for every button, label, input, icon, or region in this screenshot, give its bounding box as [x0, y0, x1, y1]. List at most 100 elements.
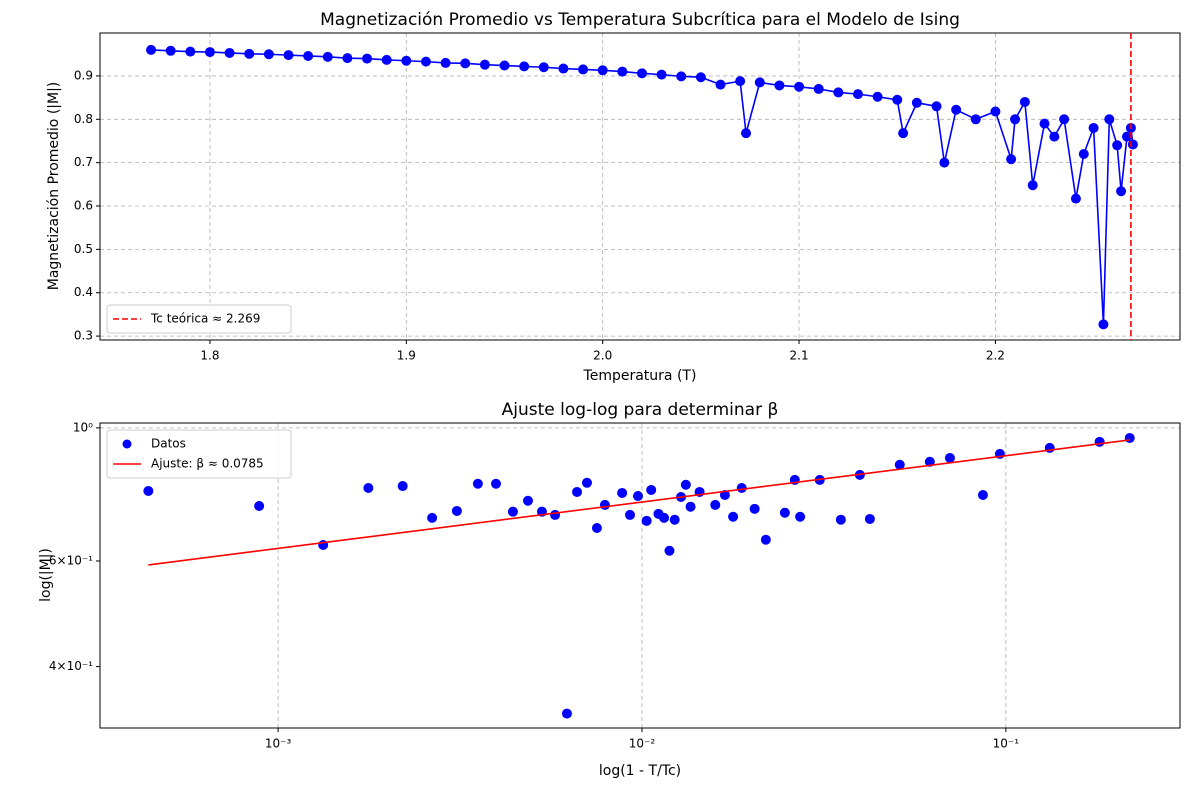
data-point: [685, 501, 696, 512]
data-point: [990, 106, 1001, 117]
legend-marker: [122, 439, 132, 449]
data-point: [591, 522, 602, 533]
x-axis-label: log(1 - T/Tc): [599, 763, 681, 779]
chart-title: Ajuste log-log para determinar β: [502, 400, 779, 420]
data-point: [894, 459, 905, 470]
data-point: [641, 515, 652, 526]
data-point: [1049, 131, 1060, 142]
data-point: [741, 128, 752, 139]
legend-box: [106, 429, 292, 479]
data-point: [911, 97, 922, 108]
data-point: [664, 545, 675, 556]
y-axis-label: Magnetización Promedio (|M|): [46, 82, 62, 291]
data-point: [254, 500, 265, 511]
data-point: [813, 83, 824, 94]
data-point: [451, 505, 462, 516]
data-point: [632, 490, 643, 501]
data-point: [143, 485, 154, 496]
data-point: [460, 58, 471, 69]
data-point: [1124, 432, 1135, 443]
data-point: [795, 511, 806, 522]
data-point: [397, 481, 408, 492]
legend-label: Ajuste: β ≈ 0.0785: [151, 457, 264, 471]
data-point: [892, 94, 903, 105]
data-point: [617, 487, 628, 498]
data-point: [1010, 114, 1021, 125]
data-point: [1019, 96, 1030, 107]
data-point: [760, 534, 771, 545]
y-axis-label: log(|M|): [38, 548, 54, 602]
data-point: [676, 71, 687, 82]
data-point: [522, 495, 533, 506]
legend-label: Datos: [151, 437, 186, 451]
data-point: [1127, 139, 1138, 150]
data-point: [669, 514, 680, 525]
data-point: [864, 513, 875, 524]
data-point: [165, 45, 176, 56]
data-point: [1094, 436, 1105, 447]
data-point: [362, 53, 373, 64]
data-point: [728, 511, 739, 522]
data-point: [440, 57, 451, 68]
data-point: [872, 91, 883, 102]
y-tick-label: 0.9: [74, 68, 93, 82]
data-point: [381, 54, 392, 65]
data-point: [636, 68, 647, 79]
data-point: [1104, 114, 1115, 125]
data-point: [599, 499, 610, 510]
data-point: [735, 76, 746, 87]
data-point: [146, 44, 157, 55]
y-tick-label: 6×10⁻¹: [49, 553, 93, 567]
data-point: [779, 507, 790, 518]
data-point: [1088, 122, 1099, 133]
y-tick-label: 4×10⁻¹: [49, 659, 93, 673]
x-tick-label: 10⁻²: [629, 737, 656, 751]
data-point: [578, 64, 589, 75]
data-point: [736, 482, 747, 493]
data-point: [1121, 131, 1132, 142]
data-point: [244, 48, 255, 59]
data-point: [561, 708, 572, 719]
data-point: [833, 87, 844, 98]
data-point: [794, 81, 805, 92]
data-point: [572, 486, 583, 497]
data-line: [148, 439, 1130, 566]
data-point: [490, 478, 501, 489]
x-tick-label: 1.8: [200, 349, 219, 363]
data-point: [695, 72, 706, 83]
data-point: [472, 478, 483, 489]
chart-title: Magnetización Promedio vs Temperatura Su…: [320, 10, 960, 30]
data-point: [625, 509, 636, 520]
data-point: [749, 503, 760, 514]
data-point: [499, 60, 510, 71]
data-point: [322, 51, 333, 62]
data-point: [970, 114, 981, 125]
y-tick-label: 0.6: [74, 199, 93, 213]
data-point: [581, 477, 592, 488]
data-point: [224, 47, 235, 58]
data-point: [754, 77, 765, 88]
data-point: [420, 56, 431, 67]
y-tick-label: 10⁰: [73, 420, 93, 434]
data-point: [656, 69, 667, 80]
data-point: [519, 61, 530, 72]
data-line: [151, 49, 1134, 325]
data-point: [931, 101, 942, 112]
data-point: [597, 65, 608, 76]
data-point: [680, 479, 691, 490]
data-point: [1070, 193, 1081, 204]
data-point: [1098, 319, 1109, 330]
data-point: [1112, 140, 1123, 151]
data-point: [659, 512, 670, 523]
data-point: [303, 50, 314, 61]
data-point: [939, 157, 950, 168]
data-point: [507, 506, 518, 517]
x-tick-label: 10⁻¹: [993, 737, 1020, 751]
data-point: [944, 452, 955, 463]
x-tick-label: 2.1: [790, 349, 809, 363]
data-point: [550, 509, 561, 520]
data-point: [204, 47, 215, 58]
x-axis-label: Temperatura (T): [583, 368, 697, 384]
y-tick-label: 0.7: [74, 155, 93, 169]
